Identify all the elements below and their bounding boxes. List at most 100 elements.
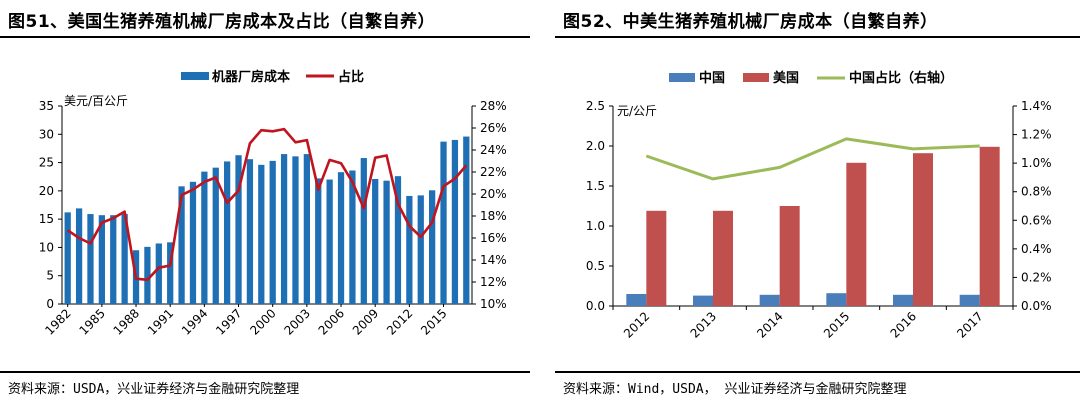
right-top-rule: [555, 36, 1080, 38]
left-figure-title: 图51、美国生猪养殖机械厂房成本及占比（自繁自养）: [8, 12, 436, 32]
legend-label-share: 占比: [338, 69, 364, 85]
x-tick-label: 2017: [954, 309, 985, 340]
bar-machine-cost: [326, 179, 333, 304]
x-tick-label: 2000: [247, 306, 278, 337]
x-tick-label: 2012: [384, 306, 415, 337]
x-tick-label: 2014: [754, 309, 785, 340]
x-tick-label: 2012: [621, 309, 652, 340]
right-figure-panel: 图52、中美生猪养殖机械厂房成本（自繁自养） 0.0 0.5 1.0 1.5 2.0 2.…: [555, 0, 1080, 410]
y2-tick-label: 0.2%: [1021, 270, 1052, 284]
bar-usa: [913, 153, 933, 306]
x-tick-label: 1997: [213, 306, 244, 337]
bar-usa: [846, 162, 867, 306]
bar-machine-cost: [440, 141, 447, 304]
y-tick-label: 0: [46, 297, 54, 311]
bar-machine-cost: [75, 208, 83, 304]
bar-machine-cost: [429, 190, 436, 304]
bar-usa: [779, 206, 800, 306]
y2-tick-label: 0.0%: [1021, 299, 1052, 313]
y-tick-label: 5: [46, 269, 54, 283]
y-axis-unit-label: 美元/百公斤: [64, 94, 128, 108]
bar-usa: [646, 210, 667, 306]
bar-machine-cost: [258, 164, 265, 304]
bar-machine-cost: [383, 180, 390, 304]
right-source-note: 资料来源：Wind，USDA， 兴业证券经济与金融研究院整理: [563, 382, 907, 397]
bar-china: [826, 293, 847, 306]
bar-machine-cost: [337, 172, 345, 304]
bar-machine-cost: [451, 139, 459, 304]
left-top-rule: [0, 36, 530, 38]
y2-tick-label: 1.0%: [1021, 156, 1052, 170]
left-source-note: 资料来源：USDA，兴业证券经济与金融研究院整理: [8, 382, 300, 397]
legend-label-usa: 美国: [773, 70, 799, 86]
bar-machine-cost: [178, 186, 185, 304]
bar-machine-cost: [417, 195, 424, 304]
y2-tick-label: 12%: [480, 275, 507, 289]
bar-machine-cost: [224, 161, 231, 304]
y-tick-label: 10: [39, 240, 54, 254]
legend-swatch-usa: [743, 73, 769, 82]
y-tick-label: 2.0: [586, 139, 605, 153]
y-tick-label: 2.5: [586, 99, 605, 113]
bar-machine-cost: [64, 212, 71, 304]
bar-machine-cost: [98, 215, 105, 304]
bar-machine-cost: [87, 214, 94, 304]
x-tick-label: 2013: [688, 309, 719, 340]
y-tick-label: 0.5: [586, 259, 605, 273]
y-axis-unit-label: 元/公斤: [617, 104, 657, 118]
left-chart: 0 5 10 15 20 25 30 35 10% 12% 14% 16% 18% 20% 22% 24% 26…: [39, 69, 507, 338]
y2-tick-label: 26%: [480, 121, 507, 135]
bar-machine-cost: [394, 176, 402, 304]
bar-usa: [979, 146, 1000, 306]
y2-tick-label: 1.2%: [1021, 128, 1052, 142]
bar-machine-cost: [292, 156, 299, 304]
bar-machine-cost: [167, 242, 174, 304]
bar-machine-cost: [303, 154, 310, 304]
bar-china: [626, 294, 647, 306]
y2-tick-label: 10%: [480, 297, 507, 311]
legend-swatch-machine-cost: [181, 72, 209, 80]
bar-china: [759, 294, 780, 306]
bar-machine-cost: [360, 158, 367, 304]
left-figure-panel: 图51、美国生猪养殖机械厂房成本及占比（自繁自养） 0 5 10 15 20 25 30 35…: [0, 0, 530, 410]
right-figure-title: 图52、中美生猪养殖机械厂房成本（自繁自养）: [563, 12, 938, 32]
bar-machine-cost: [189, 181, 197, 304]
x-tick-label: 1985: [76, 306, 107, 337]
bar-machine-cost: [235, 155, 242, 304]
legend-label-china-share: 中国占比（右轴）: [849, 70, 953, 86]
y-tick-label: 1.5: [586, 179, 605, 193]
y-tick-label: 20: [39, 184, 54, 198]
bar-machine-cost: [212, 167, 219, 304]
y2-tick-label: 0.8%: [1021, 185, 1052, 199]
y-tick-label: 35: [39, 99, 54, 113]
bar-machine-cost: [246, 159, 254, 304]
left-bottom-rule: [0, 371, 530, 373]
y2-tick-label: 0.4%: [1021, 242, 1052, 256]
x-tick-label: 1994: [179, 306, 210, 337]
line-china-share-series: [645, 137, 980, 181]
y-tick-label: 0.0: [586, 299, 605, 313]
bar-machine-cost: [315, 178, 322, 304]
bar-china: [693, 295, 713, 306]
right-chart: 0.0 0.5 1.0 1.5 2.0 2.5 0.0% 0.2% 0.4% 0.6% 0.8% 1.…: [586, 70, 1052, 341]
y2-tick-label: 28%: [480, 99, 507, 113]
x-tick-label: 2009: [350, 306, 381, 337]
x-tick-label: 2016: [888, 309, 919, 340]
legend-label-machine-cost: 机器厂房成本: [212, 69, 290, 85]
y-tick-label: 1.0: [586, 219, 605, 233]
y2-tick-label: 20%: [480, 187, 507, 201]
x-tick-label: 1991: [145, 306, 176, 337]
bar-machine-cost: [201, 171, 208, 304]
y-tick-label: 25: [39, 156, 54, 170]
y2-tick-label: 0.6%: [1021, 213, 1052, 227]
bar-machine-cost: [349, 170, 356, 304]
bar-machine-cost: [269, 160, 276, 304]
bar-machine-cost: [155, 243, 162, 304]
y2-tick-label: 1.4%: [1021, 99, 1052, 113]
x-tick-label: 2015: [418, 306, 449, 337]
y2-tick-label: 24%: [480, 143, 507, 157]
y-tick-label: 15: [39, 212, 54, 226]
bar-usa: [713, 210, 733, 306]
x-tick-label: 2003: [281, 306, 312, 337]
x-tick-label: 1988: [111, 306, 142, 337]
